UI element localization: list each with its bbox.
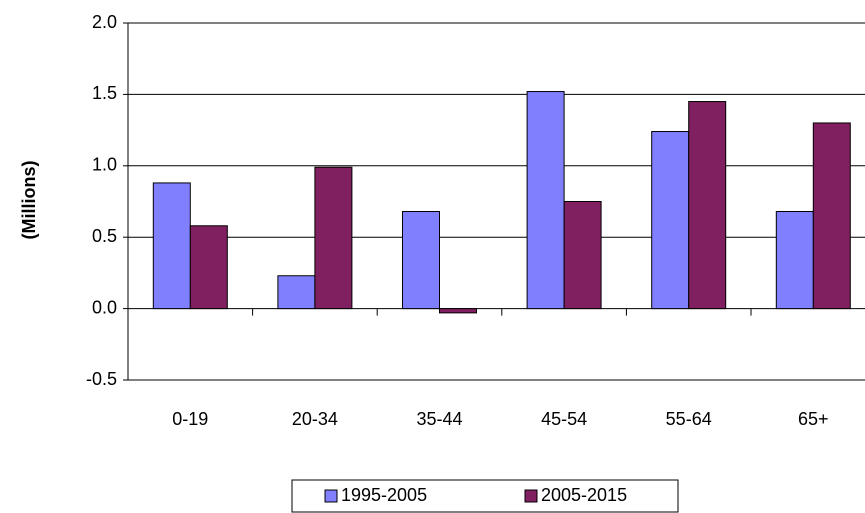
- y-tick-label: 0.5: [92, 226, 117, 246]
- x-tick-label: 55-64: [666, 409, 712, 429]
- bar: [402, 210, 440, 310]
- y-tick-label: -0.5: [86, 369, 117, 389]
- x-tick-label: 65+: [798, 409, 829, 429]
- plot-frame: [127, 22, 865, 381]
- bar: [526, 91, 565, 310]
- y-axis-label: (Millions): [19, 161, 39, 240]
- y-tick-label: 1.5: [92, 83, 117, 103]
- legend-swatch: [324, 489, 338, 503]
- y-tick-label: 2.0: [92, 12, 117, 32]
- bar: [563, 201, 602, 310]
- x-tick-label: 35-44: [416, 409, 462, 429]
- bar: [812, 122, 851, 310]
- y-tick-label: 0.0: [92, 297, 117, 317]
- bar: [152, 182, 191, 310]
- x-tick-label: 0-19: [172, 409, 208, 429]
- bar: [277, 275, 316, 310]
- x-tick-label: 20-34: [292, 409, 338, 429]
- bar: [314, 166, 353, 310]
- bar: [775, 210, 814, 310]
- bar: [189, 225, 228, 310]
- legend-label: 1995-2005: [341, 485, 427, 505]
- y-tick-label: 1.0: [92, 155, 117, 175]
- bar: [651, 131, 690, 310]
- x-tick-label: 45-54: [541, 409, 587, 429]
- bar: [439, 308, 477, 314]
- legend-label: 2005-2015: [541, 485, 627, 505]
- legend-swatch: [524, 489, 538, 503]
- bar: [688, 101, 727, 310]
- legend-box: [291, 479, 679, 513]
